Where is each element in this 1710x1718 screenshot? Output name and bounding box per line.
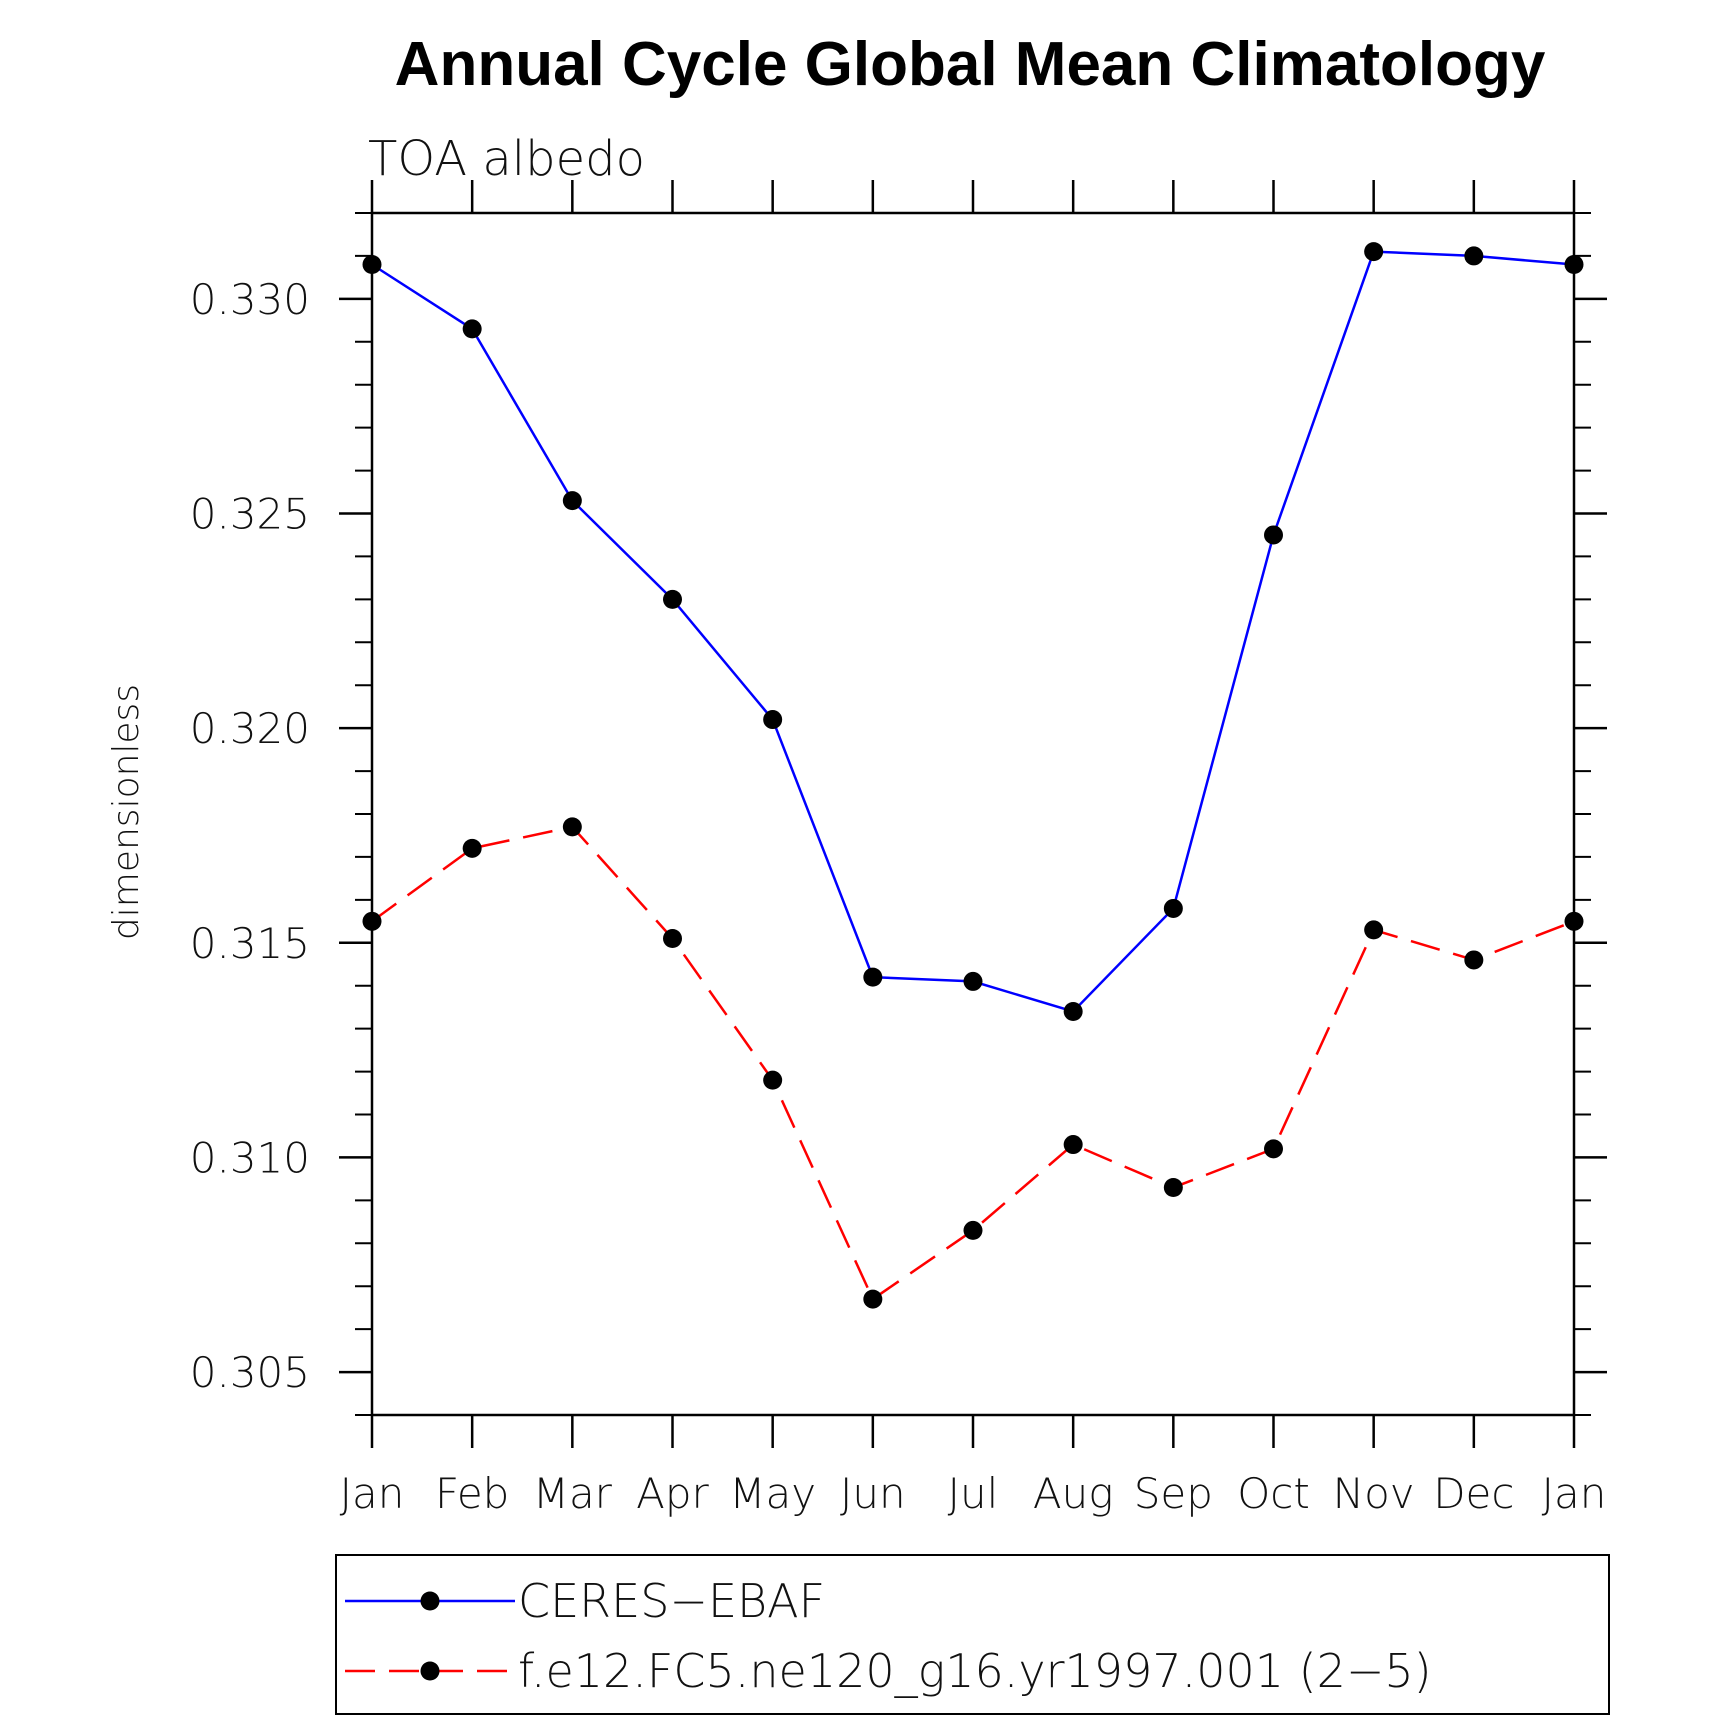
series-2-point — [963, 1220, 983, 1240]
x-tick-label: Jun — [840, 1469, 906, 1518]
x-tick-label: Sep — [1134, 1469, 1213, 1518]
legend-box — [335, 1554, 1610, 1715]
y-tick-label: 0.320 — [190, 704, 310, 753]
chart-title: Annual Cycle Global Mean Climatology — [395, 30, 1546, 99]
x-tick-label: Oct — [1237, 1469, 1310, 1518]
series-1-point — [362, 255, 382, 275]
legend-label-2: f.e12.FC5.ne120_g16.yr1997.001 (2−5) — [518, 1644, 1432, 1698]
x-tick-label: Aug — [1033, 1469, 1114, 1518]
series-1-point — [1063, 1001, 1083, 1021]
y-tick-label: 0.310 — [190, 1133, 310, 1182]
x-tick-label: Apr — [636, 1469, 709, 1518]
series-2-point — [1464, 950, 1484, 970]
series-1-point — [863, 967, 883, 987]
series-2-point — [1264, 1139, 1283, 1159]
series-2-point — [863, 1289, 883, 1309]
series-1-point — [1264, 525, 1283, 545]
x-tick-label: Feb — [435, 1469, 509, 1518]
x-tick-label: Nov — [1333, 1469, 1415, 1518]
series-2-point — [663, 928, 682, 948]
series-1-point — [763, 710, 783, 730]
series-1-point — [562, 491, 582, 511]
chart-subtitle: TOA albedo — [368, 131, 645, 187]
series-1-point — [1464, 246, 1484, 266]
series-2-point — [562, 817, 582, 837]
series-2-point — [1063, 1135, 1083, 1155]
y-tick-label: 0.325 — [190, 490, 310, 539]
y-tick-label: 0.305 — [190, 1348, 310, 1397]
series-2-point — [763, 1070, 783, 1090]
series-2-point — [362, 911, 382, 931]
x-tick-label: Jul — [948, 1469, 999, 1518]
series-2-point — [462, 838, 482, 858]
series-1-point — [462, 319, 482, 339]
series-1-point — [663, 589, 682, 609]
y-tick-label: 0.315 — [190, 919, 310, 968]
legend-marker-1 — [420, 1591, 440, 1611]
legend-label-1: CERES−EBAF — [518, 1574, 825, 1628]
axes-layer: Jan Feb Mar Apr May Jun Jul Aug Sep Oct Nov Dec Jan 0… — [190, 180, 1607, 1518]
series-1-point — [1564, 255, 1584, 275]
series-1-point — [963, 971, 983, 991]
y-axis-label: dimensionless — [106, 684, 147, 940]
y-tick-label: 0.330 — [190, 275, 310, 324]
x-tick-label: May — [729, 1469, 816, 1518]
x-tick-label: Dec — [1433, 1469, 1514, 1518]
series-layer — [362, 242, 1584, 1309]
series-1-point — [1364, 242, 1384, 262]
series-2-point — [1364, 920, 1384, 940]
series-2-point — [1564, 911, 1584, 931]
x-tick-label: Jan — [340, 1469, 405, 1518]
series-2-point — [1163, 1177, 1183, 1197]
legend-marker-2 — [420, 1661, 440, 1681]
series-line-1 — [371, 250, 1575, 1013]
legend: CERES−EBAF f.e12.FC5.ne120_g16.yr1997.001… — [335, 1554, 1610, 1715]
x-tick-label: Mar — [533, 1469, 613, 1518]
x-tick-label: Jan — [1542, 1469, 1607, 1518]
series-1-point — [1163, 898, 1183, 918]
